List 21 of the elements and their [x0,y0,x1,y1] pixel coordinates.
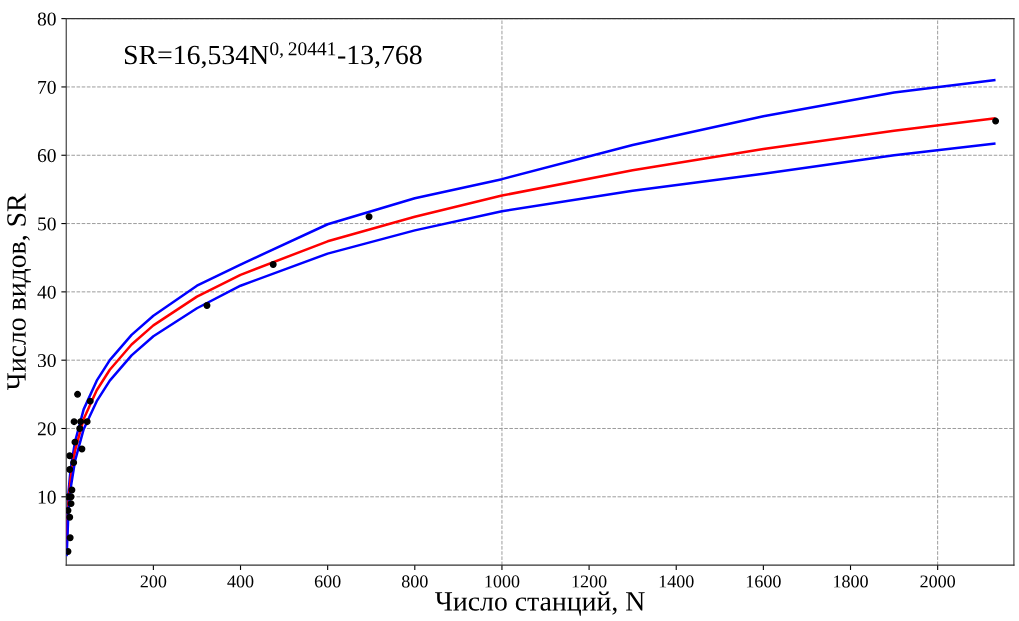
x-tick-label: 1000 [485,575,520,588]
x-tick-label: 1600 [746,575,781,588]
x-tick-label: 1200 [572,575,607,588]
y-tick-label: 40 [37,285,56,299]
y-tick-label: 50 [38,217,56,231]
y-tick-label: 70 [38,80,56,94]
y-tick-label: 20 [37,422,56,436]
x-tick-label: 2000 [920,575,956,588]
x-tick-label: 400 [227,575,254,588]
y-tick-label: 60 [37,149,56,163]
y-tick-label: 10 [38,490,56,504]
y-tick-label: 30 [38,354,56,368]
x-tick-label: 200 [140,575,167,588]
x-tick-label: 1400 [659,575,694,588]
annotation: SR=16,534N$^{0,20441}$-13,768 [124,42,422,69]
x-axis-title: Число станций, N [435,591,645,616]
x-tick-label: 800 [401,575,428,588]
x-tick-label: 600 [314,575,341,588]
y-tick-label: 80 [37,12,56,26]
y-axis-title: Число видов, SR [7,193,31,391]
x-tick-label: 1800 [834,575,868,588]
